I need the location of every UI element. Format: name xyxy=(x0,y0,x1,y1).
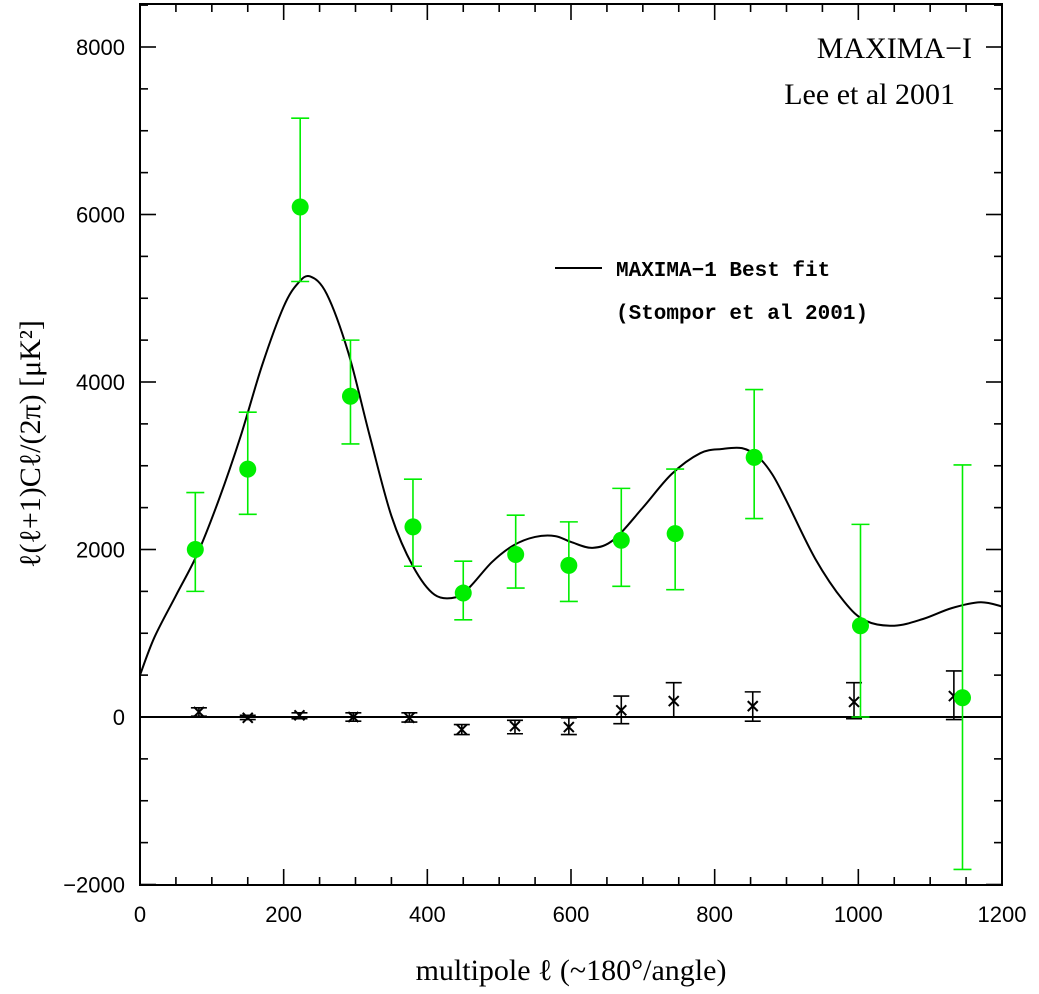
data-point xyxy=(291,117,310,283)
x-tick-label: 400 xyxy=(409,902,446,927)
y-tick-label: 8000 xyxy=(76,35,125,60)
data-marker xyxy=(454,584,472,602)
x-tick-label: 800 xyxy=(696,902,733,927)
data-marker xyxy=(239,460,257,478)
data-marker xyxy=(851,617,869,635)
data-point xyxy=(851,523,870,718)
difference-marker xyxy=(242,712,254,724)
data-marker xyxy=(341,387,359,405)
data-point xyxy=(612,487,631,588)
x-tick-label: 200 xyxy=(265,902,302,927)
y-axis-label: ℓ(ℓ+1)Cℓ/(2π) [μK²] xyxy=(14,320,47,568)
difference-point xyxy=(846,681,863,720)
data-marker xyxy=(953,689,971,707)
data-marker xyxy=(666,525,684,543)
difference-point xyxy=(239,712,256,724)
data-marker xyxy=(612,531,630,549)
y-tick-label: 6000 xyxy=(76,203,125,228)
best-fit-curve-layer xyxy=(139,275,1003,676)
data-point xyxy=(666,468,685,591)
data-point xyxy=(559,521,578,603)
tick-labels: 0 200 400 600 800 1000 1200 −2000 0 2000 4000 6000 8… xyxy=(63,35,1026,927)
x-tick-label: 600 xyxy=(553,902,590,927)
y-tick-label: 0 xyxy=(113,705,125,730)
difference-point xyxy=(401,712,418,724)
difference-point xyxy=(665,681,682,718)
data-point xyxy=(186,491,205,593)
x-tick-label: 1000 xyxy=(834,902,883,927)
difference-point xyxy=(291,709,308,722)
difference-points-layer xyxy=(190,670,962,736)
data-point xyxy=(953,464,972,871)
data-point xyxy=(238,411,257,516)
difference-marker xyxy=(563,721,575,733)
data-point xyxy=(403,478,422,568)
data-point xyxy=(506,514,525,589)
axis-ticks xyxy=(139,4,1003,886)
difference-marker xyxy=(615,704,627,717)
difference-marker xyxy=(193,706,205,718)
difference-marker xyxy=(747,700,759,712)
plot-frame xyxy=(139,3,1003,886)
difference-marker xyxy=(347,711,360,723)
data-marker xyxy=(291,198,309,216)
difference-point xyxy=(613,695,630,725)
annotation-reference: Lee et al 2001 xyxy=(784,78,955,111)
y-tick-label: −2000 xyxy=(63,873,125,898)
difference-marker xyxy=(668,695,680,707)
difference-marker xyxy=(293,709,306,722)
difference-point xyxy=(453,723,470,736)
x-tick-label: 0 xyxy=(134,902,146,927)
difference-point xyxy=(560,717,577,736)
difference-point xyxy=(190,706,207,718)
legend-label-citation: (Stompor et al 2001) xyxy=(616,303,868,326)
data-point xyxy=(341,339,360,445)
data-marker xyxy=(507,546,525,564)
difference-point xyxy=(345,711,362,723)
data-marker xyxy=(560,556,578,574)
x-axis-label: multipole ℓ (~180°/angle) xyxy=(416,954,727,987)
difference-marker xyxy=(848,696,860,708)
data-point xyxy=(745,388,764,520)
difference-marker xyxy=(456,723,468,736)
data-marker xyxy=(745,448,763,466)
legend-label: MAXIMA−1 Best fit xyxy=(616,260,830,283)
x-tick-label: 1200 xyxy=(978,902,1027,927)
y-tick-label: 4000 xyxy=(76,370,125,395)
data-marker xyxy=(186,541,204,558)
difference-point xyxy=(744,691,761,722)
difference-point xyxy=(506,719,523,735)
data-points-layer xyxy=(186,117,972,871)
difference-marker xyxy=(509,720,521,732)
best-fit-curve xyxy=(139,275,1003,676)
data-marker xyxy=(404,518,422,536)
data-point xyxy=(454,560,473,621)
difference-marker xyxy=(403,712,416,724)
y-tick-label: 2000 xyxy=(76,538,125,563)
annotation-dataset: MAXIMA−I xyxy=(817,32,972,65)
